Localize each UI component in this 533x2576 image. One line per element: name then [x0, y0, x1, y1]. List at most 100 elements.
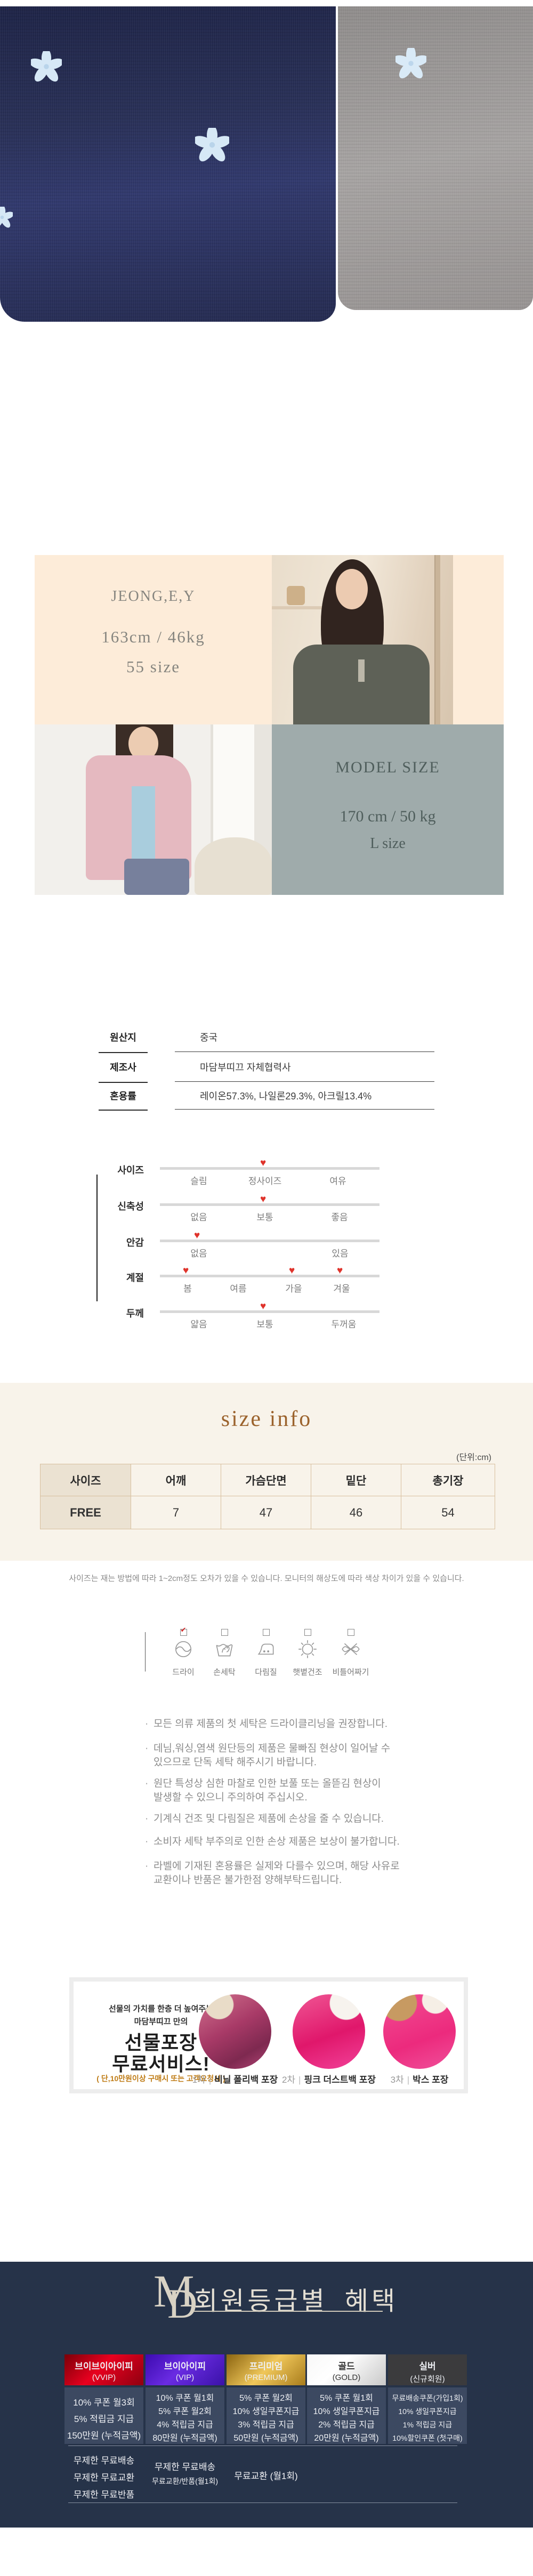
model-size-title: MODEL SIZE: [335, 759, 440, 776]
hand-wash-icon: [216, 1644, 233, 1657]
gift-title: 무료서비스!: [112, 2053, 210, 2075]
product-info-table: 원산지 중국 제조사 마담부띠끄 자체협력사 혼용률 레이온57.3%, 나일론…: [99, 1024, 434, 1114]
iron-icon: [257, 1643, 274, 1655]
title-underline: [193, 2311, 383, 2312]
fit-track: [160, 1167, 379, 1170]
care-item-dry-clean: 드라이: [159, 1626, 207, 1677]
fit-option: 슬림: [190, 1176, 207, 1186]
column-header: 가슴단면: [221, 1464, 311, 1496]
tier-tile-vvip: 브이브이아이피 (VVIP): [64, 2354, 143, 2385]
divider: |: [208, 2075, 212, 2085]
column-header: 어깨: [131, 1464, 221, 1496]
divider-horizontal: [68, 2445, 457, 2446]
column-header: 총기장: [401, 1464, 495, 1496]
info-value: 레이온57.3%, 나일론29.3%, 아크릴13.4%: [175, 1083, 434, 1110]
heart-icon: ♥: [337, 1265, 343, 1276]
fit-option: 여름: [230, 1284, 247, 1294]
model-size: 55 size: [126, 657, 180, 676]
table-header-row: 사이즈 어깨 가슴단면 밑단 총기장: [40, 1464, 495, 1496]
fit-option: 여유: [329, 1176, 346, 1186]
model-photo-2: [35, 724, 272, 895]
divider-horizontal: [68, 2502, 457, 2503]
fabric-swatch-gray: [338, 6, 533, 310]
checkbox: [304, 1629, 311, 1636]
gift-step-label: 2차 | 핑크 더스트백 포장: [281, 2075, 376, 2085]
size-cell: FREE: [40, 1496, 131, 1529]
care-label: 햇볕건조: [293, 1668, 322, 1677]
flower-embroidery-icon: [395, 48, 426, 79]
care-notes: 모든 의류 제품의 첫 세탁은 드라이클리닝을 권장합니다. 데님,워싱,염색 …: [145, 1717, 452, 1893]
gift-step-photo-3: [383, 1994, 456, 2069]
info-label: 원산지: [99, 1024, 148, 1053]
tier-tile-gold: 골드 (GOLD): [307, 2354, 386, 2385]
care-note-line: 소비자 세탁 부주의로 인한 손상 제품은 보상이 불가합니다.: [145, 1835, 400, 1849]
model-size-panel: MODEL SIZE 170 cm / 50 kg L size: [272, 724, 504, 895]
tier-tile-premium: 프리미엄 (PREMIUM): [227, 2354, 305, 2385]
flower-embroidery-icon: [195, 128, 229, 162]
gift-step-photo-2: [293, 1994, 365, 2069]
care-label: 다림질: [255, 1668, 277, 1677]
size-info-section: size info (단위:cm) 사이즈 어깨 가슴단면 밑단 총기장 FRE…: [0, 1383, 533, 1561]
fit-row-label: 신축성: [117, 1201, 144, 1212]
size-info-title: size info: [221, 1407, 312, 1431]
care-item-sun-dry: 햇볕건조: [284, 1629, 332, 1677]
model-name: JEONG,E,Y: [111, 588, 196, 605]
tier-tile-vip: 브이아이피 (VIP): [146, 2354, 224, 2385]
model-photo-1: [272, 555, 453, 724]
model-info-block: JEONG,E,Y 163cm / 46kg 55 size: [35, 555, 504, 724]
fit-option: 좋음: [331, 1212, 348, 1222]
heart-icon: ♥: [260, 1157, 266, 1169]
info-label: 혼용률: [99, 1083, 148, 1111]
shipping-benefits-vvip: 무제한 무료배송 무제한 무료교환 무제한 무료반품: [73, 2456, 135, 2500]
membership-benefits-section: D M 회원등급별 혜택 브이브이아이피 (VVIP) 브이아이피 (VIP) 프리…: [0, 2262, 533, 2528]
care-label: 비틀어짜기: [332, 1668, 369, 1677]
fit-option: 봄: [183, 1284, 192, 1294]
benefit-cell-gold: 5% 쿠폰 월1회 10% 생일쿠폰지급 2% 적립금 지급 20만원 (누적금…: [307, 2387, 386, 2444]
column-header: 사이즈: [40, 1464, 131, 1496]
gift-title: 선물포장: [124, 2032, 198, 2053]
fit-option: 보통: [256, 1212, 273, 1222]
sun-dry-icon: [298, 1640, 317, 1658]
size-cell: 47: [221, 1496, 311, 1529]
gift-step-photo-1: [199, 1994, 271, 2069]
checkbox: [221, 1629, 228, 1636]
fit-option: 겨울: [333, 1284, 350, 1294]
no-wring-icon: [342, 1643, 360, 1656]
size-cell: 7: [131, 1496, 221, 1529]
care-note-line: 모든 의류 제품의 첫 세탁은 드라이클리닝을 권장합니다.: [145, 1717, 387, 1731]
fit-option: 두꺼움: [331, 1319, 357, 1330]
benefit-cell-vip: 10% 쿠폰 월1회 5% 쿠폰 월2회 4% 적립금 지급 80만원 (누적금…: [146, 2387, 224, 2444]
fit-track: [160, 1275, 379, 1277]
gift-condition: ( 단,10만원이상 구매시 또는 고객요청시 ): [96, 2074, 225, 2083]
model-size-spec: 170 cm / 50 kg: [340, 808, 436, 825]
fit-row-label: 사이즈: [117, 1165, 144, 1176]
info-label: 제조사: [99, 1054, 148, 1083]
fit-option: 없음: [190, 1212, 207, 1222]
model-size-block: MODEL SIZE 170 cm / 50 kg L size: [35, 724, 504, 895]
fit-option: 가을: [285, 1284, 302, 1294]
shipping-benefits-vip: 무제한 무료배송 무료교환/반품(월1회): [151, 2462, 219, 2485]
gift-wrap-banner: 선물의 가치를 한층 더 높여주는 마담부띠끄 만의 선물포장 무료서비스! (…: [69, 1977, 468, 2093]
size-note: 사이즈는 재는 방법에 따라 1~2cm정도 오차가 있을 수 있습니다. 모니…: [69, 1574, 464, 1583]
care-note-line: 기계식 건조 및 다림질은 제품에 손상을 줄 수 있습니다.: [145, 1812, 384, 1826]
benefit-cell-vvip: 10% 쿠폰 월3회 5% 적립금 지급 150만원 (누적금액): [64, 2387, 143, 2444]
flower-embroidery-icon: [31, 51, 62, 82]
heart-icon: ♥: [194, 1230, 200, 1241]
column-header: 밑단: [311, 1464, 401, 1496]
benefit-cell-silver: 무료배송쿠폰(가입1회) 10% 생일쿠폰지급 1% 적립금 지급 10%할인쿠…: [388, 2387, 467, 2444]
shipping-benefits-premium: 무료교환 (월1회): [234, 2471, 298, 2481]
fit-row-label: 안감: [126, 1237, 144, 1248]
info-value: 마담부띠끄 자체협력사: [175, 1054, 434, 1082]
model-size-label: L size: [370, 835, 406, 852]
fit-row-label: 계절: [126, 1273, 144, 1283]
model-spec: 163cm / 46kg: [101, 627, 205, 646]
benefit-cell-premium: 5% 쿠폰 월2회 10% 생일쿠폰지급 3% 적립금 지급 50만원 (누적금…: [227, 2387, 305, 2444]
heart-icon: ♥: [289, 1265, 295, 1276]
tier-tile-silver: 실버 (신규회원): [388, 2354, 467, 2385]
divider: |: [298, 2075, 301, 2085]
fit-option: 있음: [332, 1249, 349, 1259]
